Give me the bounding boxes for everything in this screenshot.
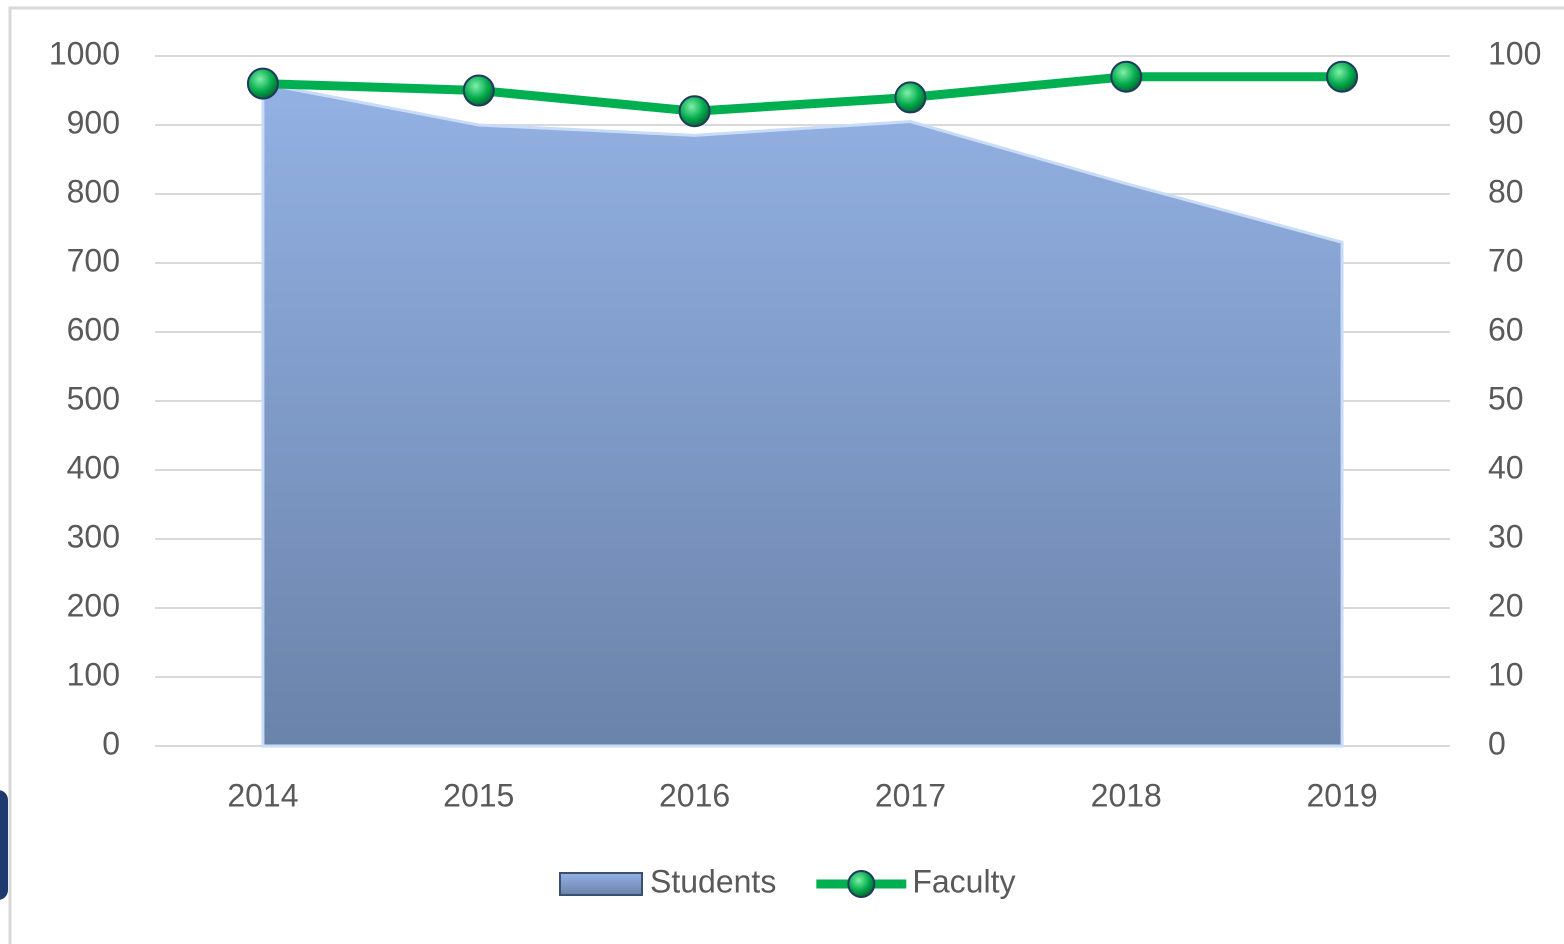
marker (246, 67, 279, 100)
edge-decoration (0, 790, 8, 900)
y2-tick-label: 0 (1488, 725, 1506, 761)
legend-label: Students (650, 863, 776, 899)
y-tick-label: 400 (67, 449, 120, 485)
y-tick-label: 900 (67, 104, 120, 140)
y-tick-label: 1000 (49, 35, 120, 71)
x-tick-label: 2019 (1306, 777, 1377, 813)
x-tick-label: 2017 (875, 777, 946, 813)
y-tick-label: 0 (102, 725, 120, 761)
y2-tick-label: 20 (1488, 587, 1524, 623)
legend-swatch (559, 872, 643, 896)
y2-tick-label: 30 (1488, 518, 1524, 554)
y-tick-label: 800 (67, 173, 120, 209)
y-tick-label: 600 (67, 311, 120, 347)
y2-tick-label: 10 (1488, 656, 1524, 692)
y-tick-label: 200 (67, 587, 120, 623)
y2-tick-label: 90 (1488, 104, 1524, 140)
x-tick-label: 2014 (227, 777, 298, 813)
y-tick-label: 100 (67, 656, 120, 692)
y2-tick-label: 40 (1488, 449, 1524, 485)
y2-tick-label: 100 (1488, 35, 1541, 71)
line (262, 72, 1343, 116)
legend-label: Faculty (912, 863, 1015, 899)
y2-tick-label: 80 (1488, 173, 1524, 209)
x-tick-label: 2018 (1091, 777, 1162, 813)
y-tick-label: 700 (67, 242, 120, 278)
y-tick-label: 300 (67, 518, 120, 554)
marker (894, 81, 927, 114)
marker (462, 74, 495, 107)
marker (678, 95, 711, 128)
legend-marker (847, 870, 876, 898)
area (261, 81, 1344, 748)
marker (1110, 60, 1143, 93)
y2-tick-label: 60 (1488, 311, 1524, 347)
y-tick-label: 500 (67, 380, 120, 416)
y2-tick-label: 50 (1488, 380, 1524, 416)
x-tick-label: 2016 (659, 777, 730, 813)
marker (1326, 60, 1359, 93)
y2-tick-label: 70 (1488, 242, 1524, 278)
x-tick-label: 2015 (443, 777, 514, 813)
